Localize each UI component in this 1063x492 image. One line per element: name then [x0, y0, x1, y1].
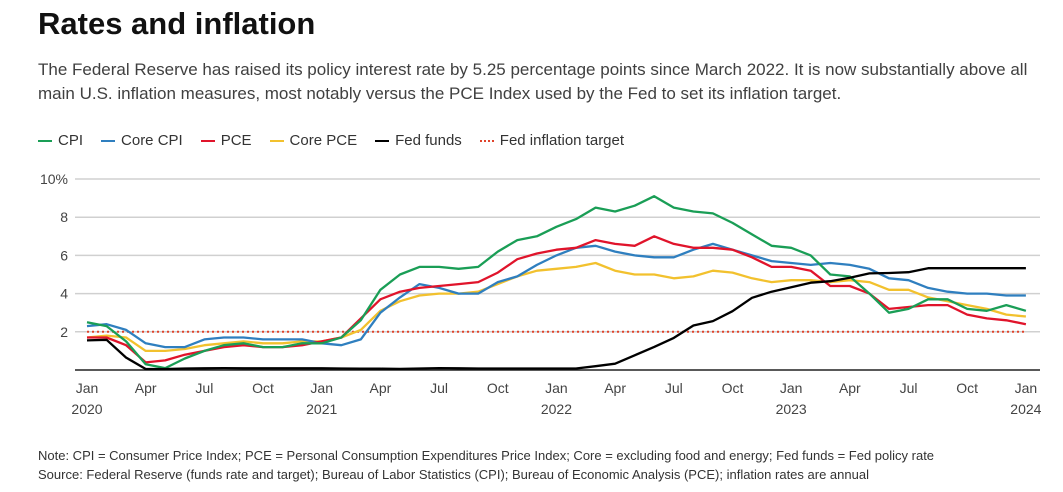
- x-tick-year: 2020: [71, 401, 102, 417]
- x-tick-label: Oct: [252, 380, 274, 396]
- chart-note: Note: CPI = Consumer Price Index; PCE = …: [38, 448, 935, 463]
- series-core-cpi: [86, 242, 1026, 349]
- x-tick-label: Jan: [1015, 380, 1038, 396]
- x-tick-label: Jul: [665, 380, 683, 396]
- legend-swatch: [479, 139, 494, 142]
- series-cpi: [86, 195, 1027, 370]
- y-tick-label: 4: [60, 286, 68, 302]
- legend-item: Core PCE: [269, 132, 358, 149]
- x-tick-label: Oct: [956, 380, 978, 396]
- legend-label: Fed funds: [395, 132, 462, 149]
- legend-label: CPI: [58, 132, 84, 149]
- x-tick-label: Apr: [370, 380, 392, 396]
- y-tick-label: 6: [60, 247, 68, 263]
- legend-label: Fed inflation target: [499, 132, 625, 149]
- x-tick-label: Jan: [310, 380, 333, 396]
- x-tick-label: Oct: [722, 380, 744, 396]
- x-tick-year: 2024: [1010, 401, 1041, 417]
- x-tick-year: 2023: [776, 401, 807, 417]
- x-tick-label: Apr: [135, 380, 157, 396]
- legend-swatch: [101, 139, 116, 142]
- subtitle: The Federal Reserve has raised its polic…: [38, 60, 1028, 103]
- legend-label: Core PCE: [289, 132, 358, 149]
- y-tick-label: 8: [60, 209, 68, 225]
- series-core-pce: [86, 261, 1027, 353]
- legend-swatch: [38, 139, 52, 142]
- legend-item: CPI: [38, 132, 83, 149]
- x-tick-label: Apr: [839, 380, 861, 396]
- legend-item: Fed inflation target: [479, 132, 625, 149]
- legend: CPI Core CPI PCE Core PCE Fed funds Fed infla…: [38, 132, 624, 149]
- y-tick-label: 10%: [40, 171, 68, 187]
- page-title: Rates and inflation: [38, 6, 316, 41]
- x-tick-label: Jul: [900, 380, 918, 396]
- x-tick-label: Jan: [545, 380, 568, 396]
- x-tick-label: Jan: [76, 380, 99, 396]
- legend-item: Fed funds: [375, 132, 462, 149]
- legend-swatch: [200, 139, 215, 142]
- x-tick-label: Apr: [604, 380, 626, 396]
- x-tick-year: 2022: [541, 401, 572, 417]
- chart-source: Source: Federal Reserve (funds rate and …: [38, 467, 869, 482]
- series-fed-funds: [86, 267, 1026, 371]
- legend-item: Core CPI: [101, 132, 183, 149]
- legend-label: PCE: [220, 132, 252, 149]
- x-tick-label: Jul: [195, 380, 213, 396]
- x-tick-label: Jul: [430, 380, 448, 396]
- x-tick-label: Oct: [487, 380, 509, 396]
- legend-item: PCE: [200, 132, 252, 149]
- legend-label: Core CPI: [121, 132, 183, 149]
- x-tick-label: Jan: [780, 380, 803, 396]
- legend-swatch: [375, 139, 390, 142]
- y-tick-label: 2: [60, 324, 68, 340]
- x-tick-year: 2021: [306, 401, 337, 417]
- legend-swatch: [269, 139, 284, 142]
